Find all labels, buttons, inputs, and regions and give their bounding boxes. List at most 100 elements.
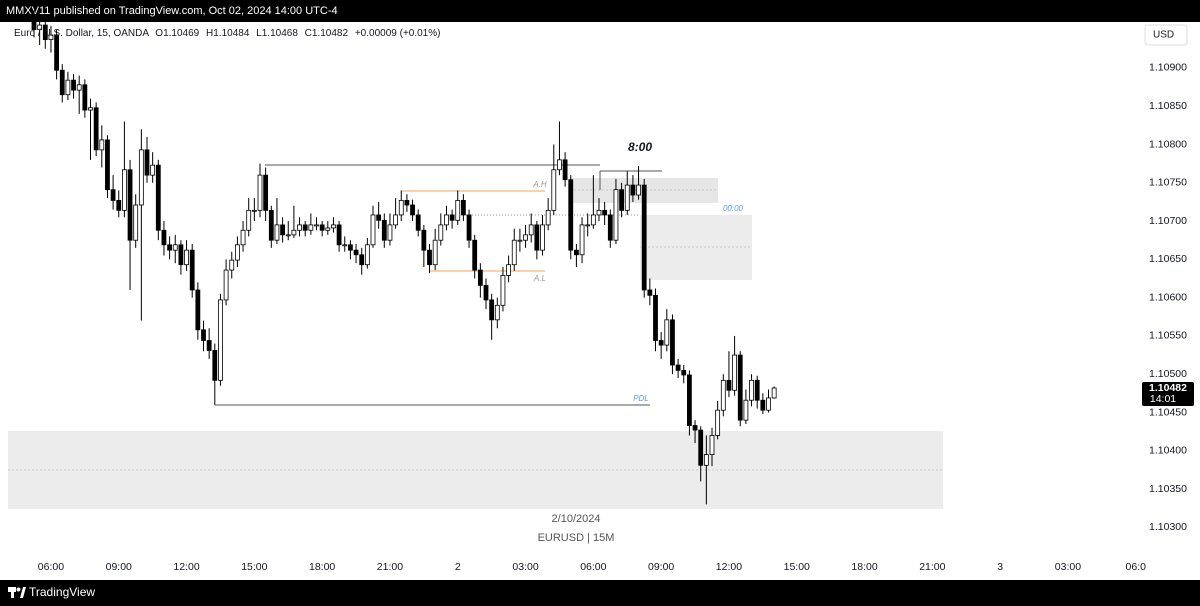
x-tick-label: 06:00 <box>38 561 64 573</box>
candle-body <box>314 224 319 227</box>
candle-body <box>619 189 624 211</box>
candle-body <box>636 184 641 196</box>
y-tick-label: 1.10700 <box>1149 215 1187 227</box>
candle-body <box>630 184 636 196</box>
y-tick-label: 1.10800 <box>1149 138 1187 150</box>
candle-body <box>754 379 760 401</box>
candle-body <box>771 387 777 399</box>
candle-body <box>732 354 737 391</box>
candle-body <box>596 209 602 216</box>
candle-body <box>658 340 664 346</box>
candle-body <box>726 379 732 391</box>
candle-body <box>381 219 387 241</box>
candle-body <box>319 224 325 231</box>
candle-body <box>438 224 444 241</box>
midnight-label: 00:00 <box>723 204 744 213</box>
candle-body <box>489 299 495 321</box>
candle-body <box>370 214 376 246</box>
candle-body <box>500 275 506 306</box>
candle-body <box>274 224 280 241</box>
candle-body <box>172 244 178 251</box>
price-axis <box>1140 22 1200 580</box>
y-tick-label: 1.10450 <box>1149 406 1187 418</box>
x-tick-label: 03:00 <box>512 561 538 573</box>
candle-body <box>206 340 212 351</box>
candle-body <box>184 249 189 266</box>
y-tick-label: 1.10850 <box>1149 100 1187 112</box>
x-tick-label: 12:00 <box>716 561 742 573</box>
candle-body <box>466 214 472 241</box>
candle-body <box>760 399 766 411</box>
candle-body <box>138 149 144 206</box>
candle-body <box>568 179 574 251</box>
date-label: 2/10/2024 <box>552 513 601 525</box>
y-tick-label: 1.10300 <box>1149 521 1187 533</box>
candle-body <box>246 209 252 231</box>
y-tick-label: 1.10500 <box>1149 368 1187 380</box>
candle-body <box>393 214 399 226</box>
candle-body <box>692 425 698 431</box>
candle-body <box>737 354 743 421</box>
candle-body <box>387 224 393 241</box>
candle-body <box>71 79 76 91</box>
candle-body <box>720 379 726 411</box>
candle-body <box>178 244 184 266</box>
candle-body <box>54 34 59 71</box>
candle-body <box>404 199 410 206</box>
x-tick-label: 09:00 <box>648 561 674 573</box>
candle-body <box>410 204 415 216</box>
x-tick-label: 09:00 <box>106 561 132 573</box>
candle-body <box>517 239 523 242</box>
candle-body <box>88 107 93 111</box>
x-tick-label: 18:00 <box>309 561 335 573</box>
x-tick-label: 18:00 <box>851 561 877 573</box>
legend-o: O <box>155 28 163 39</box>
candle-body <box>494 304 500 321</box>
candle-body <box>93 107 99 151</box>
candle-body <box>523 234 528 241</box>
candle-body <box>144 149 150 176</box>
candle-body <box>449 214 455 221</box>
candle-body <box>585 224 591 227</box>
candle-body <box>223 269 229 301</box>
candle-body <box>48 34 54 41</box>
candle-body <box>82 84 88 111</box>
candle-body <box>291 229 297 236</box>
legend-low: 1.10468 <box>262 28 299 39</box>
candle-body <box>297 224 302 231</box>
candle-body <box>257 174 263 211</box>
header-bar <box>0 0 1200 22</box>
session-label: 8:00 <box>628 140 652 154</box>
candle-body <box>477 269 483 286</box>
candle-body <box>698 429 704 466</box>
candle-body <box>398 199 404 216</box>
published-text: MMXV11 published on TradingView.com, Oct… <box>6 5 338 17</box>
price-tag <box>1142 381 1194 406</box>
candle-body <box>653 294 658 341</box>
candle-body <box>624 184 630 211</box>
x-tick-label: 3 <box>997 561 1003 573</box>
tv-logo <box>8 587 26 598</box>
candle-body <box>155 164 161 231</box>
candle-body <box>703 454 709 466</box>
pdl-label: PDL <box>633 394 649 403</box>
legend-open: 1.10469 <box>163 28 200 39</box>
legend-close: 1.10482 <box>312 28 349 39</box>
candle-body <box>251 209 257 212</box>
legend-c: C <box>305 28 312 39</box>
candle-body <box>353 249 359 256</box>
currency-button[interactable] <box>1144 24 1188 46</box>
y-tick-label: 1.10650 <box>1149 253 1187 265</box>
candle-body <box>602 209 608 216</box>
candle-body <box>127 169 133 241</box>
candle-body <box>545 209 551 226</box>
candle-body <box>557 159 562 171</box>
candle-body <box>240 229 246 246</box>
candle-body <box>268 209 274 241</box>
candle-body <box>607 214 613 241</box>
candle-body <box>189 249 195 291</box>
candle-body <box>59 69 65 96</box>
y-tick-label: 1.10900 <box>1149 62 1187 74</box>
candle-body <box>150 164 156 176</box>
